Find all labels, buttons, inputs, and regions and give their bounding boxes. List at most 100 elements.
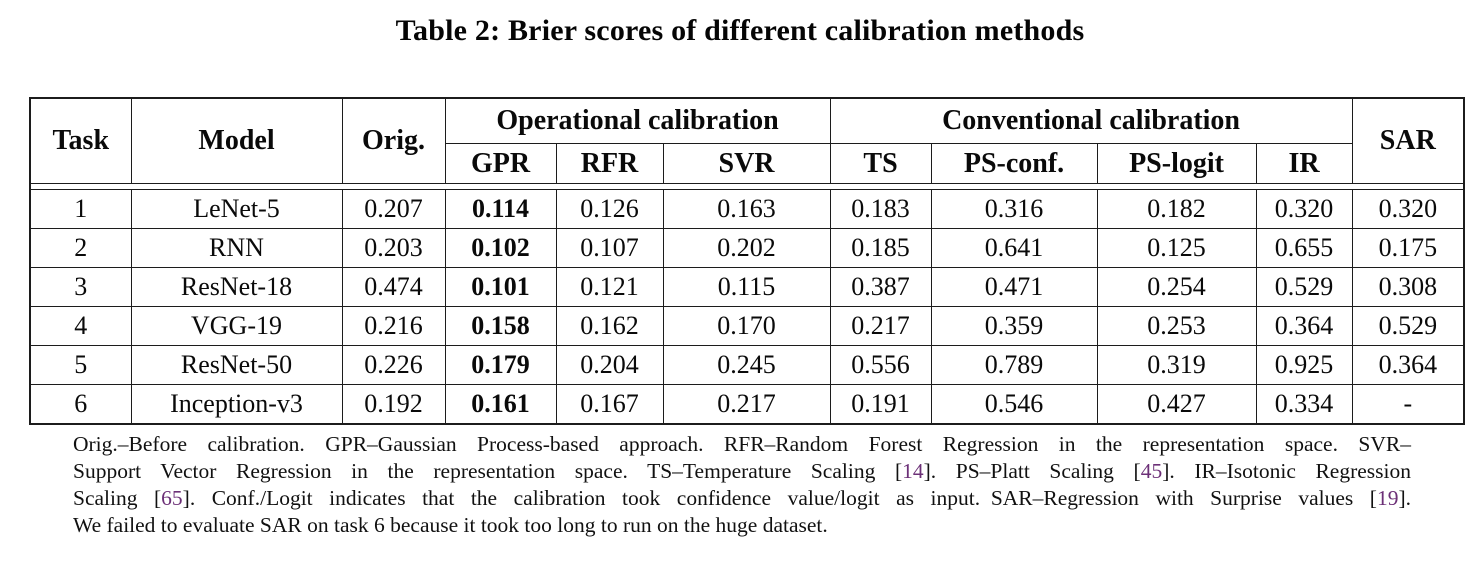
ps-conf-cell: 0.359 bbox=[930, 306, 1098, 346]
citation-link[interactable]: 14 bbox=[902, 459, 924, 483]
gpr-cell: 0.114 bbox=[444, 189, 557, 229]
sar-cell: 0.175 bbox=[1351, 228, 1465, 268]
citation-link[interactable]: 19 bbox=[1376, 486, 1399, 510]
rfr-cell: 0.167 bbox=[555, 384, 664, 425]
table-caption: Table 2: Brier scores of different calib… bbox=[395, 14, 1085, 47]
footnote-text: Orig.–Before calibration. GPR–Gaussian P… bbox=[73, 432, 1411, 456]
table-row: 3 ResNet-18 0.474 0.101 0.121 0.115 0.38… bbox=[29, 267, 1465, 307]
orig-cell: 0.192 bbox=[341, 384, 446, 425]
svr-cell: 0.115 bbox=[662, 267, 831, 307]
orig-cell: 0.203 bbox=[341, 228, 446, 268]
table-footnote: Orig.–Before calibration. GPR–Gaussian P… bbox=[73, 431, 1411, 539]
table-row: 4 VGG-19 0.216 0.158 0.162 0.170 0.217 0… bbox=[29, 306, 1465, 346]
rfr-cell: 0.126 bbox=[555, 189, 664, 229]
col-header-ts: TS bbox=[829, 143, 932, 184]
ir-cell: 0.655 bbox=[1255, 228, 1353, 268]
ir-cell: 0.529 bbox=[1255, 267, 1353, 307]
task-cell: 1 bbox=[29, 189, 132, 229]
rfr-cell: 0.204 bbox=[555, 345, 664, 385]
footnote-text: ]. IR–Isotonic Regression bbox=[1162, 459, 1412, 483]
gpr-cell: 0.179 bbox=[444, 345, 557, 385]
ps-logit-cell: 0.254 bbox=[1096, 267, 1257, 307]
model-cell: VGG-19 bbox=[130, 306, 343, 346]
footnote-line: We failed to evaluate SAR on task 6 beca… bbox=[73, 512, 1411, 539]
ps-conf-cell: 0.641 bbox=[930, 228, 1098, 268]
ps-conf-cell: 0.546 bbox=[930, 384, 1098, 425]
col-header-ir: IR bbox=[1255, 143, 1353, 184]
header-row-groups: Task Model Orig. Operational calibration… bbox=[29, 97, 1465, 184]
rfr-cell: 0.107 bbox=[555, 228, 664, 268]
model-cell: ResNet-18 bbox=[130, 267, 343, 307]
brier-scores-table: Task Model Orig. Operational calibration… bbox=[29, 97, 1466, 425]
col-header-rfr: RFR bbox=[555, 143, 664, 184]
ps-logit-cell: 0.125 bbox=[1096, 228, 1257, 268]
table-row: 2 RNN 0.203 0.102 0.107 0.202 0.185 0.64… bbox=[29, 228, 1465, 268]
task-cell: 2 bbox=[29, 228, 132, 268]
ts-cell: 0.183 bbox=[829, 189, 932, 229]
col-header-ps-conf: PS-conf. bbox=[930, 143, 1098, 184]
footnote-line: Scaling [65]. Conf./Logit indicates that… bbox=[73, 485, 1411, 512]
ps-conf-cell: 0.471 bbox=[930, 267, 1098, 307]
orig-cell: 0.226 bbox=[341, 345, 446, 385]
model-cell: RNN bbox=[130, 228, 343, 268]
gpr-cell: 0.158 bbox=[444, 306, 557, 346]
orig-cell: 0.474 bbox=[341, 267, 446, 307]
table-row: 6 Inception-v3 0.192 0.161 0.167 0.217 0… bbox=[29, 384, 1465, 425]
model-cell: LeNet-5 bbox=[130, 189, 343, 229]
citation-link[interactable]: 65 bbox=[161, 486, 183, 510]
group-header-conventional-calibration: Conventional calibration bbox=[829, 97, 1353, 144]
group-header-operational-calibration: Operational calibration bbox=[444, 97, 831, 144]
ts-cell: 0.185 bbox=[829, 228, 932, 268]
sar-cell: 0.364 bbox=[1351, 345, 1465, 385]
col-header-model: Model bbox=[130, 97, 343, 184]
orig-cell: 0.216 bbox=[341, 306, 446, 346]
svr-cell: 0.217 bbox=[662, 384, 831, 425]
col-header-task: Task bbox=[29, 97, 132, 184]
orig-cell: 0.207 bbox=[341, 189, 446, 229]
footnote-text: ]. Conf./Logit indicates that the calibr… bbox=[182, 486, 1377, 510]
table-row: 1 LeNet-5 0.207 0.114 0.126 0.163 0.183 … bbox=[29, 189, 1465, 229]
ps-conf-cell: 0.316 bbox=[930, 189, 1098, 229]
ps-logit-cell: 0.427 bbox=[1096, 384, 1257, 425]
sar-cell: 0.529 bbox=[1351, 306, 1465, 346]
ts-cell: 0.556 bbox=[829, 345, 932, 385]
ps-conf-cell: 0.789 bbox=[930, 345, 1098, 385]
footnote-text: Support Vector Regression in the represe… bbox=[73, 459, 903, 483]
model-cell: Inception-v3 bbox=[130, 384, 343, 425]
ir-cell: 0.364 bbox=[1255, 306, 1353, 346]
task-cell: 4 bbox=[29, 306, 132, 346]
sar-cell: - bbox=[1351, 384, 1465, 425]
col-header-svr: SVR bbox=[662, 143, 831, 184]
rfr-cell: 0.121 bbox=[555, 267, 664, 307]
table-row: 5 ResNet-50 0.226 0.179 0.204 0.245 0.55… bbox=[29, 345, 1465, 385]
svr-cell: 0.170 bbox=[662, 306, 831, 346]
sar-cell: 0.308 bbox=[1351, 267, 1465, 307]
footnote-text: ]. bbox=[1398, 486, 1411, 510]
model-cell: ResNet-50 bbox=[130, 345, 343, 385]
ir-cell: 0.925 bbox=[1255, 345, 1353, 385]
ps-logit-cell: 0.182 bbox=[1096, 189, 1257, 229]
task-cell: 5 bbox=[29, 345, 132, 385]
rfr-cell: 0.162 bbox=[555, 306, 664, 346]
ir-cell: 0.334 bbox=[1255, 384, 1353, 425]
svr-cell: 0.245 bbox=[662, 345, 831, 385]
footnote-text: ]. PS–Platt Scaling [ bbox=[923, 459, 1141, 483]
citation-link[interactable]: 45 bbox=[1140, 459, 1163, 483]
ps-logit-cell: 0.253 bbox=[1096, 306, 1257, 346]
col-header-orig: Orig. bbox=[341, 97, 446, 184]
col-header-sar: SAR bbox=[1351, 97, 1465, 184]
ps-logit-cell: 0.319 bbox=[1096, 345, 1257, 385]
svr-cell: 0.202 bbox=[662, 228, 831, 268]
footnote-line: Support Vector Regression in the represe… bbox=[73, 458, 1411, 485]
footnote-text: Scaling [ bbox=[73, 486, 162, 510]
task-cell: 3 bbox=[29, 267, 132, 307]
ir-cell: 0.320 bbox=[1255, 189, 1353, 229]
gpr-cell: 0.161 bbox=[444, 384, 557, 425]
svr-cell: 0.163 bbox=[662, 189, 831, 229]
task-cell: 6 bbox=[29, 384, 132, 425]
footnote-text: We failed to evaluate SAR on task 6 beca… bbox=[73, 513, 828, 537]
sar-cell: 0.320 bbox=[1351, 189, 1465, 229]
ts-cell: 0.387 bbox=[829, 267, 932, 307]
col-header-ps-logit: PS-logit bbox=[1096, 143, 1257, 184]
